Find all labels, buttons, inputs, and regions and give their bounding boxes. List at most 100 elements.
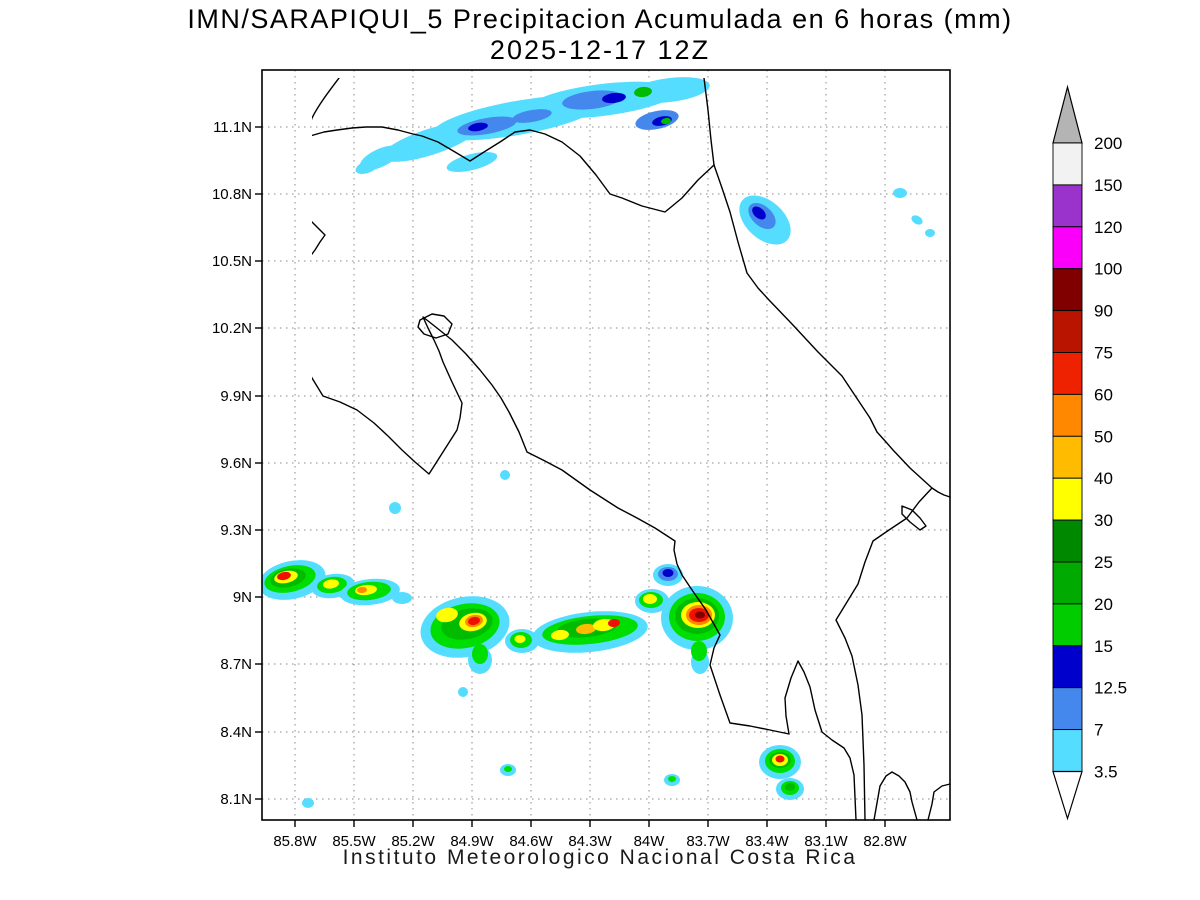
lat-tick-label: 8.4N [220, 724, 252, 741]
precip-cell-N [602, 92, 626, 104]
colorbar-segment [1052, 645, 1083, 689]
precip-cell-B [512, 109, 552, 123]
precip-cell-C [893, 188, 907, 198]
lat-tick-label: 8.7N [220, 656, 252, 673]
colorbar-level-label: 100 [1094, 260, 1122, 279]
border-costa-rica-nicaragua [312, 126, 715, 213]
precip-cell-R [608, 618, 620, 628]
lon-tick-label: 85.2W [391, 833, 435, 850]
coastline-pacific [312, 221, 857, 821]
precip-cell-C [500, 470, 510, 480]
colorbar-level-label: 20 [1094, 595, 1113, 614]
precip-cell-Y [514, 635, 526, 643]
precip-cell-R [468, 616, 480, 626]
coastlines [312, 78, 951, 821]
chart-title: IMN/SARAPIQUI_5 Precipitacion Acumulada … [187, 4, 1013, 34]
title-block: IMN/SARAPIQUI_5 Precipitacion Acumulada … [0, 4, 1200, 66]
colorbar-segment [1052, 477, 1083, 521]
lat-tick-label: 9N [233, 589, 252, 606]
colorbar-segment [1052, 519, 1083, 563]
precip-cell-Y [551, 629, 569, 641]
lon-tick-label: 85.8W [273, 833, 317, 850]
precip-cell-G1 [504, 766, 512, 772]
lon-tick-label: 83.7W [686, 833, 730, 850]
precip-cell-C [925, 229, 935, 237]
precip-cell-Y [323, 579, 339, 589]
colorbar-segment [1052, 687, 1083, 731]
colorbar-segment [1052, 268, 1083, 312]
colorbar-level-label: 90 [1094, 302, 1113, 321]
precip-cell-C [630, 77, 710, 103]
lat-tick-label: 10.5N [212, 253, 252, 270]
island-bocas-del-toro [901, 505, 927, 531]
colorbar-level-label: 7 [1094, 721, 1103, 740]
colorbar-segment [1052, 184, 1083, 228]
colorbar-segment [1052, 603, 1083, 647]
colorbar-scale: 200 150 120 100 90 75 60 50 40 30 25 20 15 12.5 7 3.5 [1052, 84, 1127, 821]
colorbar-segment [1052, 226, 1083, 270]
map-plot: 85.8W 85.5W 85.2W 84.9W 84.6W 84.3W 84W 83.7W 83… [212, 69, 951, 850]
colorbar-arrow-below-min [1052, 770, 1083, 821]
colorbar-segment [1052, 561, 1083, 605]
lat-tick-label: 11.1N [213, 119, 252, 136]
colorbar-segment [1052, 435, 1083, 479]
coastline-nicaragua-caribbean [703, 78, 715, 166]
precip-cell-G2 [661, 117, 671, 125]
precip-cell-M [695, 611, 705, 619]
precip-cell-C [446, 152, 498, 172]
lon-tick-label: 84.6W [509, 833, 553, 850]
coastline-panama-pacific [873, 771, 918, 821]
lat-tick-label: 10.2N [212, 320, 252, 337]
colorbar-level-label: 50 [1094, 427, 1113, 446]
lon-tick-label: 82.8W [863, 833, 907, 850]
colorbar-segment [1052, 393, 1083, 437]
axis-tick-labels: 85.8W 85.5W 85.2W 84.9W 84.6W 84.3W 84W 83.7W 83… [212, 119, 908, 850]
chart-subtitle-datetime: 2025-12-17 12Z [489, 35, 711, 65]
precip-cell-G1 [668, 776, 676, 782]
colorbar-segment [1052, 142, 1083, 186]
precipitation-shading [262, 77, 935, 808]
footer-caption: Instituto Meteorologico Nacional Costa R… [342, 846, 858, 869]
precip-cell-C [302, 798, 314, 808]
precip-cell-Y [436, 607, 458, 623]
precip-cell-C [389, 502, 401, 514]
precip-cell-C [392, 592, 412, 604]
coastline-panama-caribbean [931, 487, 951, 498]
lat-tick-label: 9.3N [220, 522, 252, 539]
colorbar-level-label: 60 [1094, 385, 1113, 404]
colorbar-level-label: 40 [1094, 469, 1113, 488]
colorbar-level-label: 200 [1094, 134, 1122, 153]
precip-cell-C [458, 687, 468, 697]
lon-tick-label: 83.1W [804, 833, 848, 850]
coastline-caribbean-and-panama-border [713, 164, 933, 821]
colorbar-level-label: 75 [1094, 344, 1113, 363]
map-frame [261, 69, 951, 821]
precip-cell-R [277, 571, 291, 581]
colorbar-level-label: 25 [1094, 553, 1113, 572]
lon-tick-label: 83.4W [745, 833, 789, 850]
precip-cell-G2 [785, 783, 795, 791]
coastline-nicaragua-pacific [312, 78, 340, 121]
colorbar-segment [1052, 310, 1083, 353]
colorbar-segment [1052, 352, 1083, 395]
precip-cell-N [752, 206, 766, 220]
lon-tick-label: 84.9W [450, 833, 494, 850]
colorbar-level-label: 150 [1094, 176, 1122, 195]
colorbar-segment [1052, 729, 1083, 772]
precip-cell-C [911, 215, 923, 225]
lat-tick-label: 8.1N [220, 791, 252, 808]
lat-tick-label: 9.6N [220, 455, 252, 472]
island-isla-chira [417, 313, 453, 339]
precip-cell-A [576, 623, 596, 635]
axis-tick-marks [255, 126, 886, 827]
precip-cell-G1 [472, 644, 488, 664]
lat-tick-label: 10.8N [212, 186, 252, 203]
coastline-panama-pacific-east [927, 783, 951, 821]
colorbar-arrow-above-max [1052, 84, 1083, 144]
precip-cell-G2 [634, 86, 652, 98]
lat-tick-label: 9.9N [220, 388, 252, 405]
precip-cell-N [468, 122, 488, 132]
colorbar-level-label: 12.5 [1094, 679, 1127, 698]
colorbar-level-label: 15 [1094, 637, 1113, 656]
